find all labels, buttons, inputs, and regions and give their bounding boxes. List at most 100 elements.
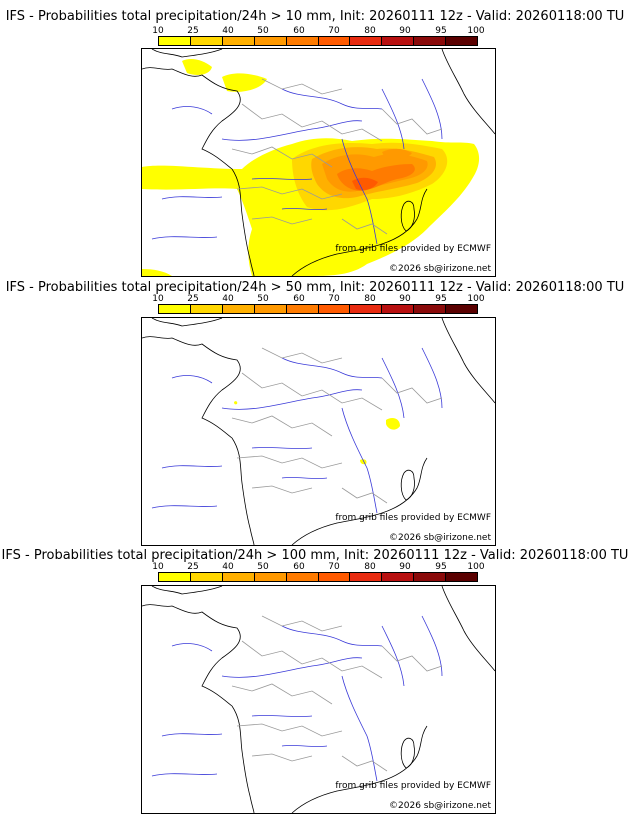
coastline [142, 336, 255, 545]
colorbar-swatch [446, 573, 478, 581]
map-france-100mm: from grib files provided by ECMWF ©2026 … [141, 585, 496, 814]
colorbar-tick-label: 60 [293, 294, 305, 304]
colorbar-tick-label: 95 [435, 562, 447, 572]
precip-shading [142, 59, 480, 276]
colorbar-tick-label: 50 [257, 26, 269, 36]
colorbar-tick-label: 90 [399, 562, 411, 572]
colorbar-swatch [222, 573, 255, 581]
colorbar-tick-label: 100 [467, 294, 485, 304]
colorbar-tick-label: 90 [399, 26, 411, 36]
colorbar-swatch [350, 573, 383, 581]
colorbar-tick-label: 25 [187, 562, 199, 572]
coastline-south [291, 725, 428, 813]
colorbar-swatch [190, 37, 223, 45]
colorbar-swatch [446, 305, 478, 313]
colorbar-swatch [254, 573, 287, 581]
colorbar-swatch [350, 37, 383, 45]
colorbar-swatch [222, 37, 255, 45]
map-france-10mm: from grib files provided by ECMWF ©2026 … [141, 48, 496, 277]
colorbar [158, 572, 478, 582]
colorbar-tick-label: 40 [222, 26, 234, 36]
colorbar-swatch [159, 305, 191, 313]
colorbar-tick-label: 60 [293, 562, 305, 572]
colorbar-swatch [286, 305, 319, 313]
colorbar-swatch [159, 37, 191, 45]
colorbar-tick-label: 70 [328, 26, 340, 36]
colorbar-tick-label: 60 [293, 26, 305, 36]
colorbar-ticks: 10 25 40 50 60 70 80 90 95 100 [152, 26, 484, 36]
colorbar-tick-label: 80 [364, 562, 376, 572]
rivers [151, 347, 443, 514]
colorbar [158, 304, 478, 314]
map-france-50mm: from grib files provided by ECMWF ©2026 … [141, 317, 496, 546]
coastline [142, 604, 255, 813]
coastline-england [151, 318, 223, 327]
colorbar-swatch [350, 305, 383, 313]
panel-title: IFS - Probabilities total precipitation/… [5, 280, 625, 295]
colorbar-tick-label: 70 [328, 294, 340, 304]
colorbar-tick-label: 50 [257, 562, 269, 572]
copyright: ©2026 sb@irizone.net [389, 264, 491, 274]
colorbar-tick-label: 100 [467, 562, 485, 572]
colorbar-swatch [286, 573, 319, 581]
colorbar-swatch [254, 37, 287, 45]
colorbar-tick-label: 90 [399, 294, 411, 304]
coastline-england [151, 49, 223, 58]
colorbar-swatch [414, 37, 447, 45]
colorbar-tick-label: 40 [222, 562, 234, 572]
colorbar-swatch [414, 573, 447, 581]
colorbar-tick-label: 10 [152, 26, 164, 36]
coastline-italy [441, 318, 495, 404]
source-credit: from grib files provided by ECMWF [335, 244, 491, 254]
rivers [151, 78, 443, 245]
colorbar-swatch [190, 573, 223, 581]
colorbar-tick-label: 50 [257, 294, 269, 304]
colorbar-swatch [382, 573, 415, 581]
colorbar-tick-label: 25 [187, 26, 199, 36]
panel-title: IFS - Probabilities total precipitation/… [1, 548, 629, 563]
coastline-south [291, 188, 428, 276]
rivers [151, 615, 443, 782]
panel-title: IFS - Probabilities total precipitation/… [5, 9, 625, 24]
colorbar-tick-label: 80 [364, 26, 376, 36]
colorbar-swatch [318, 305, 351, 313]
coastline-corsica [400, 200, 415, 232]
colorbar-ticks: 10 25 40 50 60 70 80 90 95 100 [152, 562, 484, 572]
colorbar-swatch [446, 37, 478, 45]
colorbar-tick-label: 95 [435, 294, 447, 304]
coastline-corsica [400, 469, 415, 501]
coastline-corsica [400, 737, 415, 769]
colorbar-swatch [159, 573, 191, 581]
borders [231, 347, 443, 504]
coastline-england [151, 586, 223, 595]
colorbar-tick-label: 95 [435, 26, 447, 36]
borders [231, 615, 443, 772]
colorbar-swatch [318, 573, 351, 581]
colorbar-tick-label: 40 [222, 294, 234, 304]
colorbar-tick-label: 80 [364, 294, 376, 304]
colorbar-tick-label: 10 [152, 562, 164, 572]
precip-shading [234, 401, 400, 465]
colorbar-swatch [286, 37, 319, 45]
colorbar-tick-label: 25 [187, 294, 199, 304]
colorbar-swatch [254, 305, 287, 313]
colorbar-swatch [318, 37, 351, 45]
coastline-italy [441, 586, 495, 672]
colorbar-swatch [190, 305, 223, 313]
source-credit: from grib files provided by ECMWF [335, 513, 491, 523]
colorbar-swatch [414, 305, 447, 313]
copyright: ©2026 sb@irizone.net [389, 801, 491, 811]
borders [231, 78, 443, 235]
colorbar-ticks: 10 25 40 50 60 70 80 90 95 100 [152, 294, 484, 304]
copyright: ©2026 sb@irizone.net [389, 533, 491, 543]
colorbar [158, 36, 478, 46]
coastline-italy [441, 49, 495, 135]
coastline [142, 67, 255, 276]
colorbar-swatch [382, 37, 415, 45]
source-credit: from grib files provided by ECMWF [335, 781, 491, 791]
colorbar-swatch [222, 305, 255, 313]
colorbar-tick-label: 100 [467, 26, 485, 36]
coastline-south [291, 457, 428, 545]
colorbar-tick-label: 70 [328, 562, 340, 572]
colorbar-tick-label: 10 [152, 294, 164, 304]
